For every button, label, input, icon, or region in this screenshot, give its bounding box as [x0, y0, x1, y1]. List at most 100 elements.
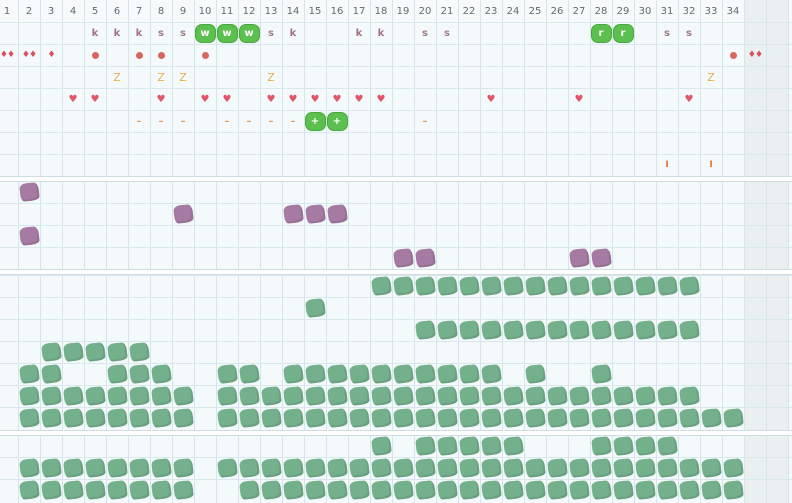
green-cell[interactable]: [590, 363, 612, 385]
bottom-green-cell[interactable]: [18, 457, 40, 479]
bottom-green-cell[interactable]: [128, 457, 150, 479]
day-number[interactable]: 2: [25, 6, 33, 17]
tracker-cell-day-20[interactable]: s: [414, 22, 436, 44]
bottom-green-cell[interactable]: [62, 457, 84, 479]
green-cell[interactable]: [722, 407, 744, 429]
day-number[interactable]: 5: [91, 6, 99, 17]
bottom-green-cell[interactable]: [480, 457, 502, 479]
bottom-green-cell[interactable]: [546, 479, 568, 501]
green-cell[interactable]: [392, 385, 414, 407]
tracker-cell-day-33[interactable]: I: [700, 154, 722, 176]
day-number[interactable]: 31: [660, 6, 674, 17]
purple-cell[interactable]: [568, 247, 590, 269]
day-number[interactable]: 34: [726, 6, 740, 17]
bottom-green-cell[interactable]: [612, 457, 634, 479]
green-cell[interactable]: [304, 363, 326, 385]
bottom-green-cell[interactable]: [568, 457, 590, 479]
bottom-green-cell[interactable]: [62, 479, 84, 501]
bottom-green-cell[interactable]: [40, 479, 62, 501]
green-cell[interactable]: [348, 407, 370, 429]
day-number[interactable]: 28: [594, 6, 608, 17]
tracker-cell-day-11[interactable]: w: [216, 22, 238, 44]
tracker-cell-day-12[interactable]: –: [238, 110, 260, 132]
green-cell[interactable]: [84, 341, 106, 363]
green-cell[interactable]: [502, 385, 524, 407]
tracker-cell-day-5[interactable]: k: [84, 22, 106, 44]
green-cell[interactable]: [502, 275, 524, 297]
green-cell[interactable]: [304, 407, 326, 429]
green-cell[interactable]: [502, 407, 524, 429]
green-cell[interactable]: [150, 363, 172, 385]
tracker-cell-day-31[interactable]: s: [656, 22, 678, 44]
tracker-cell-day-15[interactable]: ♥: [304, 88, 326, 110]
bottom-green-cell[interactable]: [502, 457, 524, 479]
green-cell[interactable]: [612, 385, 634, 407]
tracker-cell-day-29[interactable]: r: [612, 22, 634, 44]
tracker-cell-day-8[interactable]: ♥: [150, 88, 172, 110]
green-cell[interactable]: [436, 319, 458, 341]
green-cell[interactable]: [370, 407, 392, 429]
green-cell[interactable]: [634, 319, 656, 341]
bottom-green-cell[interactable]: [238, 457, 260, 479]
bottom-green-cell[interactable]: [458, 457, 480, 479]
tracker-cell-day-32[interactable]: ♥: [678, 88, 700, 110]
bottom-green-cell[interactable]: [436, 435, 458, 457]
green-cell[interactable]: [216, 385, 238, 407]
bottom-green-cell[interactable]: [722, 457, 744, 479]
day-number[interactable]: 30: [638, 6, 652, 17]
green-cell[interactable]: [18, 385, 40, 407]
green-cell[interactable]: [348, 385, 370, 407]
green-cell[interactable]: [524, 319, 546, 341]
green-cell[interactable]: [326, 407, 348, 429]
bottom-green-cell[interactable]: [84, 457, 106, 479]
tracker-cell-day-13[interactable]: s: [260, 22, 282, 44]
green-cell[interactable]: [458, 407, 480, 429]
bottom-green-cell[interactable]: [370, 457, 392, 479]
bottom-green-cell[interactable]: [502, 435, 524, 457]
green-cell[interactable]: [260, 407, 282, 429]
bottom-green-cell[interactable]: [436, 479, 458, 501]
tracker-cell-day-10[interactable]: [194, 44, 216, 66]
bottom-green-cell[interactable]: [656, 457, 678, 479]
green-cell[interactable]: [568, 275, 590, 297]
green-cell[interactable]: [150, 385, 172, 407]
green-cell[interactable]: [656, 407, 678, 429]
green-cell[interactable]: [700, 407, 722, 429]
green-cell[interactable]: [480, 407, 502, 429]
purple-cell[interactable]: [18, 225, 40, 247]
green-cell[interactable]: [612, 407, 634, 429]
green-cell[interactable]: [634, 275, 656, 297]
day-number[interactable]: 33: [704, 6, 718, 17]
bottom-green-cell[interactable]: [304, 457, 326, 479]
bottom-green-cell[interactable]: [348, 479, 370, 501]
green-cell[interactable]: [414, 407, 436, 429]
purple-cell[interactable]: [590, 247, 612, 269]
bottom-green-cell[interactable]: [392, 457, 414, 479]
green-cell[interactable]: [634, 407, 656, 429]
bottom-green-cell[interactable]: [656, 479, 678, 501]
green-cell[interactable]: [106, 363, 128, 385]
tracker-cell-day-10[interactable]: ♥: [194, 88, 216, 110]
tracker-cell-day-27[interactable]: ♥: [568, 88, 590, 110]
green-cell[interactable]: [326, 363, 348, 385]
tracker-cell-day-1[interactable]: ♦♦: [0, 44, 18, 66]
green-cell[interactable]: [62, 407, 84, 429]
bottom-green-cell[interactable]: [326, 479, 348, 501]
tracker-cell-day-14[interactable]: ♥: [282, 88, 304, 110]
tracker-cell-day-7[interactable]: –: [128, 110, 150, 132]
tracker-cell-day-5[interactable]: [84, 44, 106, 66]
tracker-cell-day-13[interactable]: –: [260, 110, 282, 132]
green-cell[interactable]: [172, 385, 194, 407]
green-cell[interactable]: [370, 363, 392, 385]
bottom-green-cell[interactable]: [282, 479, 304, 501]
green-cell[interactable]: [436, 407, 458, 429]
green-cell[interactable]: [656, 385, 678, 407]
bottom-green-cell[interactable]: [480, 435, 502, 457]
bottom-green-cell[interactable]: [128, 479, 150, 501]
tracker-cell-day-14[interactable]: –: [282, 110, 304, 132]
tracker-cell-day-4[interactable]: ♥: [62, 88, 84, 110]
bottom-green-cell[interactable]: [326, 457, 348, 479]
bottom-green-cell[interactable]: [304, 479, 326, 501]
purple-cell[interactable]: [172, 203, 194, 225]
green-cell[interactable]: [392, 363, 414, 385]
